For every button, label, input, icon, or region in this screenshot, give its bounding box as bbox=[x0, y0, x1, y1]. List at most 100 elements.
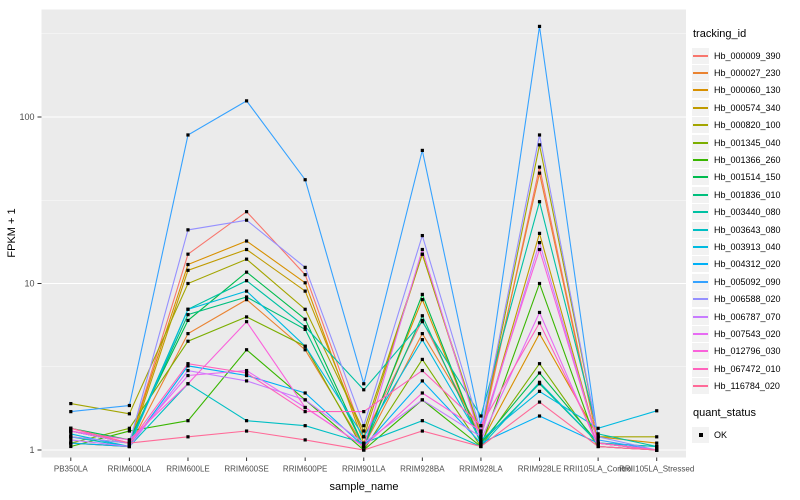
data-point bbox=[420, 391, 424, 395]
data-point bbox=[186, 281, 190, 286]
data-point bbox=[186, 252, 190, 256]
legend-key-box bbox=[692, 325, 709, 342]
legend-item-Hb_005092_090: Hb_005092_090 bbox=[692, 273, 798, 290]
data-point bbox=[362, 429, 366, 433]
data-point bbox=[186, 307, 190, 311]
data-point bbox=[303, 178, 307, 182]
legend-item-Hb_001836_010: Hb_001836_010 bbox=[692, 186, 798, 203]
data-point bbox=[479, 432, 483, 436]
data-point bbox=[69, 426, 73, 430]
data-point bbox=[537, 362, 542, 366]
data-point bbox=[362, 448, 366, 452]
legend-key-line-icon bbox=[693, 332, 708, 335]
data-point bbox=[362, 410, 366, 414]
y-tick-label: 100 bbox=[19, 112, 34, 122]
data-point bbox=[420, 357, 424, 362]
legend-key-box bbox=[692, 65, 709, 82]
data-point bbox=[537, 143, 542, 147]
legend-item-Hb_003643_080: Hb_003643_080 bbox=[692, 221, 798, 238]
axis-ticks bbox=[37, 116, 658, 461]
legend-key-line-icon bbox=[693, 141, 708, 144]
data-point bbox=[537, 400, 542, 404]
data-point bbox=[186, 435, 190, 439]
legend-key-line-icon bbox=[693, 263, 708, 266]
legend-key-line-icon bbox=[693, 89, 708, 92]
legend-item-label: Hb_000009_390 bbox=[714, 50, 781, 61]
legend-item-label: Hb_000574_340 bbox=[714, 102, 781, 113]
data-point bbox=[420, 332, 424, 336]
data-point bbox=[303, 424, 307, 428]
data-point bbox=[303, 327, 307, 332]
data-point bbox=[303, 398, 307, 402]
legend-key-line-icon bbox=[693, 228, 708, 231]
data-point bbox=[186, 373, 190, 378]
data-point bbox=[127, 438, 131, 442]
data-point bbox=[244, 210, 249, 214]
x-tick-label: RRIM600SE bbox=[224, 465, 268, 474]
legend-item-label: Hb_005092_090 bbox=[714, 276, 781, 287]
legend-title-quant-status: quant_status bbox=[693, 406, 756, 419]
legend-key-box bbox=[692, 134, 709, 151]
data-point bbox=[420, 314, 424, 318]
data-point bbox=[479, 444, 483, 449]
legend-key-line-icon bbox=[693, 350, 708, 353]
legend-key-box bbox=[692, 152, 709, 169]
x-tick-label: RRII105LA_Stressed bbox=[619, 465, 694, 474]
legend-item-label: Hb_003440_080 bbox=[714, 207, 781, 218]
data-point bbox=[420, 320, 424, 324]
legend-key-line-icon bbox=[693, 106, 708, 109]
data-point bbox=[479, 441, 483, 445]
legend-key-box bbox=[692, 99, 709, 116]
data-point bbox=[303, 344, 307, 348]
legend-key-line-icon bbox=[693, 124, 708, 127]
data-point bbox=[69, 441, 73, 445]
data-point bbox=[537, 414, 542, 418]
data-point bbox=[596, 435, 600, 439]
legend-item-label: Hb_006787_070 bbox=[714, 311, 781, 322]
data-point bbox=[420, 338, 424, 342]
data-point bbox=[303, 348, 307, 352]
x-tick-label: RRIM928BA bbox=[400, 465, 445, 474]
data-point bbox=[186, 419, 190, 423]
data-point bbox=[244, 247, 249, 252]
data-point bbox=[420, 429, 424, 433]
data-point bbox=[303, 410, 307, 414]
legend-item-label: Hb_067472_010 bbox=[714, 363, 781, 374]
legend-item-Hb_001366_260: Hb_001366_260 bbox=[692, 151, 798, 169]
legend-item-label: Hb_004312_020 bbox=[714, 259, 781, 270]
legend-item-label: Hb_001836_010 bbox=[714, 189, 781, 200]
data-point bbox=[479, 414, 483, 418]
data-point bbox=[537, 171, 542, 175]
legend-item-ok: OK bbox=[692, 426, 798, 443]
x-tick-label: RRIM928LA bbox=[459, 465, 503, 474]
data-point bbox=[69, 410, 73, 414]
data-point bbox=[244, 379, 249, 383]
data-point bbox=[127, 429, 131, 433]
data-point bbox=[537, 371, 542, 375]
legend-key-line-icon bbox=[693, 245, 708, 248]
data-point bbox=[244, 298, 249, 302]
legend-item-label: Hb_003913_040 bbox=[714, 241, 781, 252]
data-point bbox=[69, 438, 73, 442]
legend-key-line-icon bbox=[693, 280, 708, 283]
data-point bbox=[655, 435, 659, 439]
legend-item-Hb_001345_040: Hb_001345_040 bbox=[692, 134, 798, 151]
data-point bbox=[537, 332, 542, 336]
data-point bbox=[186, 364, 190, 368]
data-point bbox=[303, 438, 307, 442]
legend-item-Hb_006588_020: Hb_006588_020 bbox=[692, 290, 798, 308]
legend-item-Hb_007543_020: Hb_007543_020 bbox=[692, 325, 798, 342]
data-point bbox=[244, 419, 249, 423]
data-point bbox=[362, 444, 366, 449]
data-point bbox=[303, 289, 307, 293]
legend-key-box bbox=[692, 238, 709, 255]
data-point bbox=[479, 429, 483, 433]
data-point bbox=[244, 348, 249, 352]
ok-point-icon bbox=[698, 432, 703, 437]
data-point bbox=[537, 133, 542, 137]
legend-key-box bbox=[692, 47, 709, 64]
legend-key-line-icon bbox=[693, 72, 708, 75]
data-point bbox=[69, 432, 73, 436]
